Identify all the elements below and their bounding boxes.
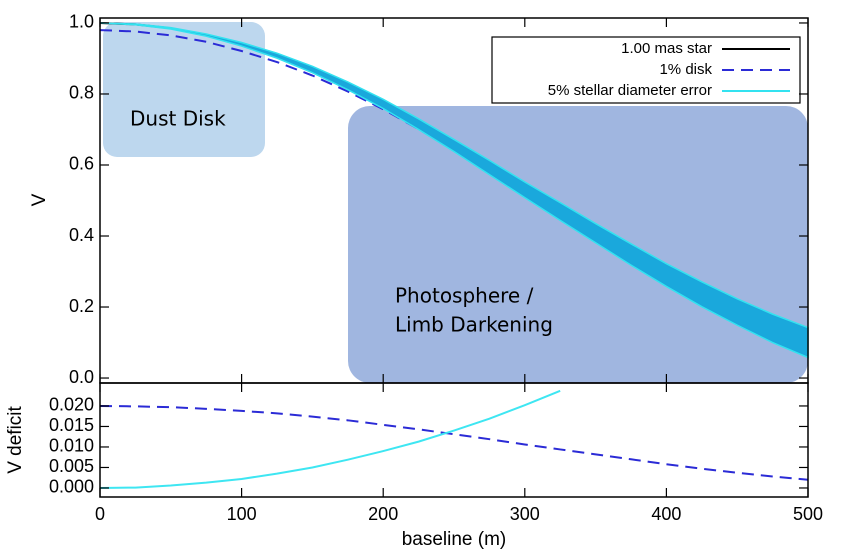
y-tick-label: 0.6 [69, 154, 94, 174]
y-tick-label: 1.0 [69, 12, 94, 32]
series-group [99, 389, 809, 489]
x-tick-label: 200 [368, 504, 398, 524]
plots [99, 21, 809, 489]
y-axis-label: V deficit [5, 405, 26, 473]
y-tick-label: 0.020 [49, 395, 94, 415]
dust-disk-region [103, 22, 265, 157]
x-tick-label: 400 [651, 504, 681, 524]
y-tick-label: 0.2 [69, 296, 94, 316]
y-tick-label: 0.8 [69, 83, 94, 103]
legend-label: 5% stellar diameter error [548, 82, 712, 99]
x-tick-label: 100 [227, 504, 257, 524]
y-tick-label: 0.4 [69, 225, 94, 245]
y-axis-label: V [29, 193, 50, 206]
photosphere-region [348, 106, 808, 383]
x-tick-label: 300 [510, 504, 540, 524]
x-tick-label: 500 [793, 504, 823, 524]
x-tick-label: 0 [95, 504, 105, 524]
y-tick-label: 0.005 [49, 456, 94, 476]
annotation-regions [103, 22, 808, 383]
line [99, 404, 809, 481]
y-tick-label: 0.000 [49, 477, 94, 497]
annotation: Limb Darkening [395, 313, 553, 337]
y-tick-label: 0.010 [49, 436, 94, 456]
y-tick-label: 0.0 [69, 367, 94, 387]
legend-label: 1.00 mas star [621, 40, 712, 57]
x-axis-label: baseline (m) [402, 529, 507, 550]
legend-label: 1% disk [659, 61, 712, 78]
bottom-frame [99, 382, 809, 498]
line [99, 389, 561, 489]
y-tick-label: 0.015 [49, 415, 94, 435]
annotation: Dust Disk [130, 107, 226, 131]
annotation: Photosphere / [395, 284, 534, 308]
